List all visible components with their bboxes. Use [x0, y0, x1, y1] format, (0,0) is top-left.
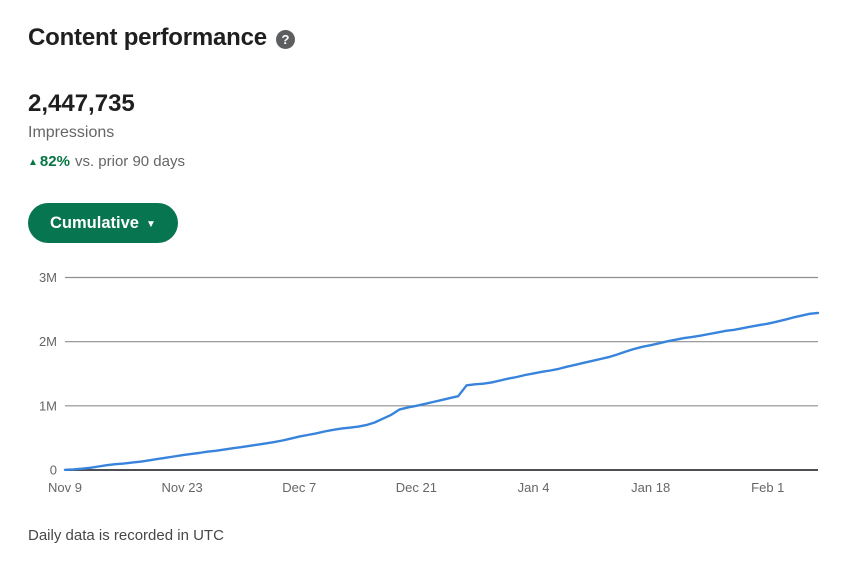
- footer-note: Daily data is recorded in UTC: [28, 527, 224, 544]
- x-axis-label: Dec 21: [396, 480, 437, 495]
- trend-suffix: vs. prior 90 days: [74, 153, 185, 170]
- impressions-count: 2,447,735: [28, 90, 135, 117]
- trend-up-icon: ▲: [28, 157, 38, 168]
- page-title-text: Content performance: [28, 24, 267, 51]
- view-mode-dropdown[interactable]: Cumulative ▼: [28, 203, 178, 243]
- x-axis-label: Jan 18: [631, 480, 670, 495]
- impressions-chart[interactable]: 0 1M 2M 3M Nov 9 Nov 23 Dec 7 Dec 21 Jan 4 Jan 18…: [0, 263, 859, 511]
- chevron-down-icon: ▼: [145, 218, 156, 230]
- y-axis-label: 2M: [39, 334, 57, 349]
- y-axis-label: 1M: [39, 398, 57, 413]
- trend-line: [63, 311, 820, 472]
- help-icon[interactable]: ?: [275, 30, 295, 49]
- trend-indicator: ▲ 82% vs. prior 90 days: [28, 153, 185, 170]
- x-axis-label: Jan 4: [518, 480, 550, 495]
- impressions-chart-container: 0 1M 2M 3M Nov 9 Nov 23 Dec 7 Dec 21 Jan 4 Jan 18…: [0, 263, 859, 511]
- x-axis-label: Dec 7: [282, 480, 316, 495]
- impressions-label: Impressions: [28, 124, 115, 141]
- y-axis-label: 3M: [39, 270, 57, 285]
- x-axis-label: Feb 1: [751, 480, 784, 495]
- y-axis-label: 0: [50, 463, 57, 478]
- page-title: Content performance ?: [28, 24, 295, 52]
- x-axis-label: Nov 23: [162, 480, 203, 495]
- x-axis-label: Nov 9: [48, 480, 82, 495]
- view-mode-label: Cumulative: [50, 213, 139, 232]
- trend-percent: 82%: [39, 153, 70, 170]
